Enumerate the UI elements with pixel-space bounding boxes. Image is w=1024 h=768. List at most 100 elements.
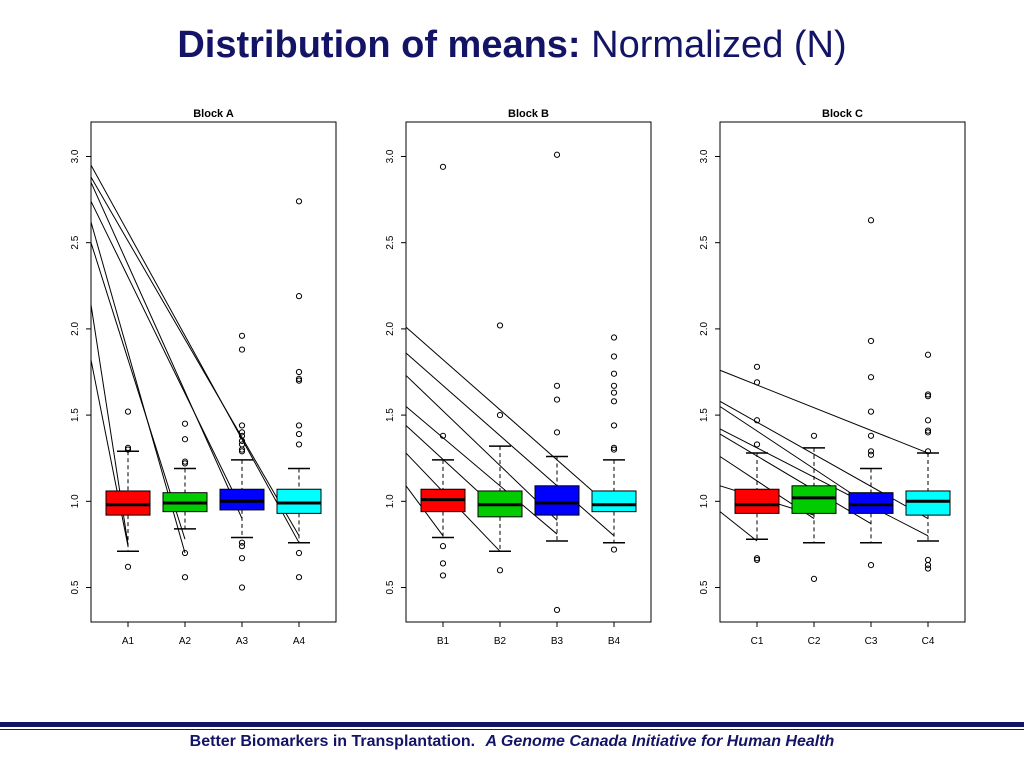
panel-2-box-b3: [534, 485, 580, 516]
panel-3-outlier-point: [924, 556, 932, 564]
panel-1-outlier-point: [295, 549, 303, 557]
panel-2-outlier-point: [610, 334, 618, 341]
panel-2-y-tick-label: 3.0: [385, 149, 396, 163]
panel-3-outlier-point: [924, 565, 932, 572]
panel-1-y-tick-label: 0.5: [70, 580, 81, 594]
panel-3-connector-line: [719, 511, 758, 542]
panel-2-outlier-point: [610, 353, 618, 360]
panel-3-outlier-point: [924, 393, 932, 400]
panel-3-outlier-point: [867, 432, 875, 439]
footer-italic: A Genome Canada Initiative for Human Hea…: [485, 733, 835, 750]
footer-divider-thin: [0, 729, 1024, 730]
panel-2-y-tick-label: 0.5: [385, 580, 396, 594]
panel-1-y-tick-label: 3.0: [70, 149, 81, 163]
panel-3-outlier-point: [924, 427, 932, 434]
panel-1-connector-line: [90, 359, 129, 547]
panel-3-x-tick-label: C2: [808, 636, 821, 647]
panel-1-outlier-point: [238, 448, 246, 455]
panel-1-title: Block A: [193, 108, 234, 120]
panel-1-x-tick-label: A3: [236, 636, 249, 647]
panel-3-y-tick-label: 0.5: [699, 580, 710, 594]
panel-3-outlier-point: [753, 556, 761, 564]
panel-3-connector-line: [719, 433, 872, 525]
panel-2-outlier-point: [610, 446, 618, 453]
panel-3-connector-line: [719, 369, 929, 454]
panel-2-title: Block B: [508, 108, 549, 120]
panel-1-outlier-point: [238, 346, 246, 353]
panel-3-outlier-point: [753, 555, 761, 562]
panel-2-outlier-point: [553, 396, 561, 403]
panel-1-outlier-point: [238, 584, 246, 591]
panel-2-x-tick-label: B4: [608, 636, 621, 647]
panel-3-box-c4: [905, 490, 951, 516]
panel-2-outlier-point: [439, 572, 447, 579]
panel-1-connector-line: [90, 201, 243, 511]
panel-3-y-tick-label: 1.5: [699, 408, 710, 422]
panel-3-outlier-point: [810, 432, 818, 439]
panel-1-outlier-point: [295, 574, 303, 581]
panel-3-title: Block C: [822, 108, 863, 120]
panel-2-outlier-point: [439, 432, 447, 439]
panel-2-x-tick-label: B2: [494, 636, 507, 647]
panel-1-outlier-point: [295, 293, 303, 300]
panel-3-outlier-point: [924, 391, 932, 398]
panel-1-y-tick-label: 1.5: [70, 408, 81, 422]
panel-3-y-tick-label: 3.0: [699, 149, 710, 163]
panel-1-x-tick-label: A4: [293, 636, 306, 647]
panel-2-box-b4: [591, 490, 637, 513]
panel-1-outlier-point: [124, 446, 132, 453]
panel-1-connector-line: [90, 182, 243, 519]
panel-1-outlier-point: [124, 563, 132, 570]
panel-2-outlier-point: [439, 163, 447, 170]
panel-1-box-a4: [276, 488, 322, 514]
panel-1-outlier-point: [295, 198, 303, 205]
footer-divider-thick: [0, 722, 1024, 727]
panel-3-outlier-point: [867, 448, 875, 455]
panel-1-outlier-point: [295, 430, 303, 438]
panel-1-outlier-point: [181, 574, 189, 581]
panel-2-connector-line: [405, 406, 558, 535]
panel-2-outlier-point: [496, 322, 504, 329]
panel-3-x-tick-label: C4: [922, 636, 935, 647]
panel-2-y-tick-label: 2.5: [385, 235, 396, 249]
panel-3-plot-frame: [719, 121, 966, 623]
panel-2-outlier-point: [610, 382, 618, 389]
panel-1-x-tick-label: A1: [122, 636, 135, 647]
panel-3-y-tick-label: 1.0: [699, 494, 710, 508]
panel-1-connector-line: [90, 242, 186, 540]
panel-3-box-c1: [734, 488, 780, 514]
panel-3-box-c3: [848, 492, 894, 514]
panel-2-outlier-point: [496, 567, 504, 574]
panel-2-connector-line: [405, 326, 615, 511]
panel-2-outlier-point: [610, 444, 618, 451]
panel-3-outlier-point: [924, 351, 932, 358]
panel-1-outlier-point: [124, 444, 132, 451]
panel-1-outlier-point: [238, 441, 246, 448]
panel-3-outlier-point: [924, 448, 932, 455]
panel-1-outlier-point: [238, 555, 246, 562]
panel-1-y-tick-label: 2.5: [70, 235, 81, 249]
panel-2-outlier-point: [553, 382, 561, 389]
panel-3-outlier-point: [753, 363, 761, 370]
panel-1-outlier-point: [295, 377, 303, 384]
panel-1-box-a1: [105, 490, 151, 516]
page-title: Distribution of means: Normalized (N): [0, 24, 1024, 67]
panel-3-connector-line: [719, 428, 929, 537]
panel-3-outlier-point: [924, 562, 932, 569]
panel-1-outlier-point: [238, 437, 246, 445]
panel-2-outlier-point: [553, 429, 561, 436]
panel-3-outlier-point: [867, 451, 875, 458]
panel-1-outlier-point: [181, 458, 189, 465]
panel-3-x-tick-label: C1: [751, 636, 764, 647]
panel-2-outlier-point: [553, 151, 561, 158]
panel-3-outlier-point: [867, 408, 875, 415]
panel-3-outlier-point: [753, 441, 761, 448]
panel-3-connector-line: [719, 406, 872, 507]
panel-2-outlier-point: [439, 560, 447, 567]
panel-3-x-tick-label: C3: [865, 636, 878, 647]
panel-2-outlier-point: [610, 370, 618, 377]
panel-1-outlier-point: [238, 539, 246, 546]
panel-3-outlier-point: [924, 429, 932, 436]
panel-3-outlier-point: [867, 217, 875, 224]
